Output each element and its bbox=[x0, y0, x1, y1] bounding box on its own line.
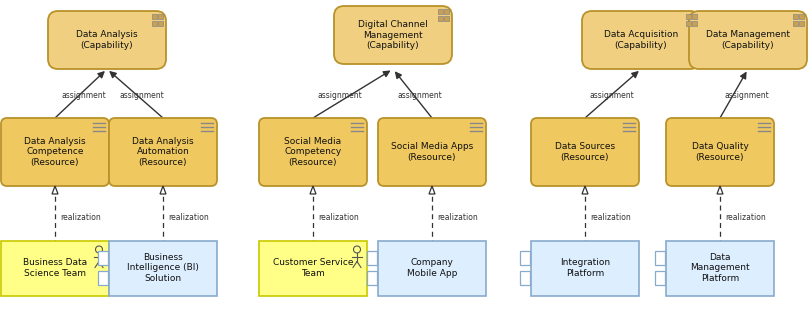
Text: assignment: assignment bbox=[590, 90, 634, 100]
Bar bbox=[799, 21, 804, 26]
FancyBboxPatch shape bbox=[1, 118, 109, 186]
Bar bbox=[367, 251, 376, 265]
Bar bbox=[152, 14, 157, 19]
Text: assignment: assignment bbox=[318, 90, 363, 100]
Bar bbox=[444, 9, 449, 14]
Bar bbox=[152, 21, 157, 26]
FancyBboxPatch shape bbox=[333, 6, 452, 64]
Text: realization: realization bbox=[590, 213, 630, 222]
Bar bbox=[692, 14, 697, 19]
Polygon shape bbox=[716, 186, 722, 194]
Text: Social Media Apps
(Resource): Social Media Apps (Resource) bbox=[390, 142, 473, 162]
Text: Business Data
Science Team: Business Data Science Team bbox=[23, 258, 87, 278]
Bar bbox=[685, 21, 690, 26]
Polygon shape bbox=[160, 186, 165, 194]
Text: realization: realization bbox=[168, 213, 208, 222]
Text: Data Sources
(Resource): Data Sources (Resource) bbox=[554, 142, 614, 162]
Text: assignment: assignment bbox=[62, 90, 106, 100]
Bar bbox=[665, 241, 773, 295]
Text: realization: realization bbox=[724, 213, 765, 222]
Text: realization: realization bbox=[436, 213, 477, 222]
Bar bbox=[158, 21, 163, 26]
Bar bbox=[98, 251, 108, 265]
FancyBboxPatch shape bbox=[48, 11, 165, 69]
Bar bbox=[519, 251, 530, 265]
Text: Data Management
(Capability): Data Management (Capability) bbox=[705, 30, 789, 50]
Polygon shape bbox=[310, 186, 315, 194]
Bar bbox=[259, 241, 367, 295]
Polygon shape bbox=[428, 186, 435, 194]
Text: Data Acquisition
(Capability): Data Acquisition (Capability) bbox=[603, 30, 677, 50]
FancyBboxPatch shape bbox=[665, 118, 773, 186]
Bar bbox=[792, 14, 797, 19]
Text: assignment: assignment bbox=[120, 90, 165, 100]
Bar bbox=[437, 9, 443, 14]
Text: Social Media
Competency
(Resource): Social Media Competency (Resource) bbox=[284, 137, 341, 167]
Bar bbox=[654, 251, 664, 265]
Bar bbox=[792, 21, 797, 26]
Text: assignment: assignment bbox=[724, 90, 769, 100]
Bar bbox=[444, 16, 449, 21]
Polygon shape bbox=[52, 186, 58, 194]
Bar bbox=[109, 241, 217, 295]
Text: Data Analysis
Automation
(Resource): Data Analysis Automation (Resource) bbox=[132, 137, 194, 167]
Bar bbox=[654, 271, 664, 285]
Text: assignment: assignment bbox=[397, 90, 442, 100]
Bar bbox=[799, 14, 804, 19]
FancyBboxPatch shape bbox=[530, 118, 638, 186]
Polygon shape bbox=[581, 186, 587, 194]
Bar bbox=[158, 14, 163, 19]
FancyBboxPatch shape bbox=[109, 118, 217, 186]
Bar bbox=[98, 271, 108, 285]
Bar bbox=[530, 241, 638, 295]
Text: Data Quality
(Resource): Data Quality (Resource) bbox=[691, 142, 748, 162]
Text: Business
Intelligence (BI)
Solution: Business Intelligence (BI) Solution bbox=[127, 253, 199, 283]
Text: Data Analysis
(Capability): Data Analysis (Capability) bbox=[76, 30, 138, 50]
Bar bbox=[1, 241, 109, 295]
Bar bbox=[692, 21, 697, 26]
Bar bbox=[367, 271, 376, 285]
Text: Company
Mobile App: Company Mobile App bbox=[406, 258, 457, 278]
Text: realization: realization bbox=[318, 213, 358, 222]
FancyBboxPatch shape bbox=[689, 11, 806, 69]
Bar bbox=[685, 14, 690, 19]
FancyBboxPatch shape bbox=[378, 118, 486, 186]
Text: Data Analysis
Competence
(Resource): Data Analysis Competence (Resource) bbox=[24, 137, 86, 167]
Bar bbox=[378, 241, 486, 295]
FancyBboxPatch shape bbox=[259, 118, 367, 186]
Text: Customer Service
Team: Customer Service Team bbox=[272, 258, 353, 278]
Text: Integration
Platform: Integration Platform bbox=[560, 258, 609, 278]
FancyBboxPatch shape bbox=[581, 11, 699, 69]
Bar bbox=[519, 271, 530, 285]
Text: Data
Management
Platform: Data Management Platform bbox=[689, 253, 749, 283]
Text: Digital Channel
Management
(Capability): Digital Channel Management (Capability) bbox=[358, 20, 427, 50]
Text: realization: realization bbox=[60, 213, 101, 222]
Bar bbox=[437, 16, 443, 21]
